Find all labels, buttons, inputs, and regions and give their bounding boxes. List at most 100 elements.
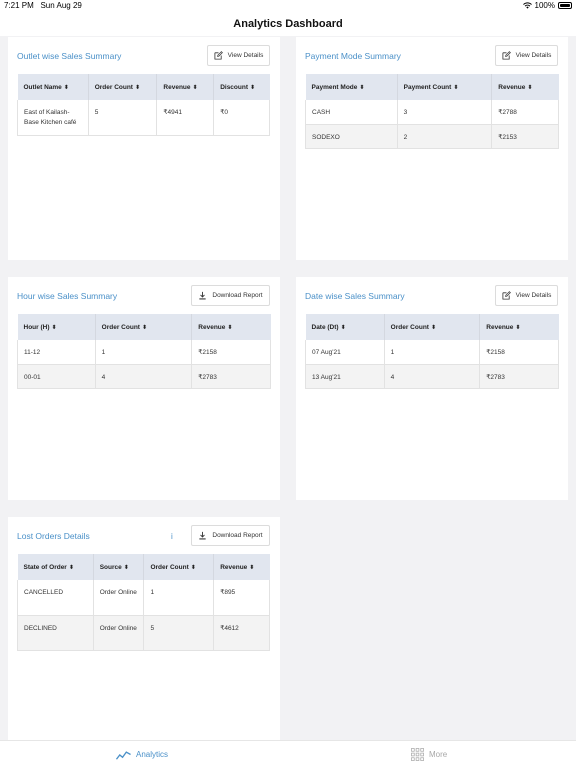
- column-header[interactable]: Payment Count ⬍: [396, 74, 492, 100]
- sort-icon: ⬍: [134, 84, 140, 91]
- outlet-summary-title: Outlet wise Sales Summary: [17, 51, 122, 61]
- cell-payment-count: 2: [396, 124, 492, 149]
- column-header[interactable]: Payment Mode ⬍: [305, 74, 398, 100]
- sort-icon: ⬍: [63, 84, 69, 91]
- download-icon: [199, 531, 207, 540]
- column-header[interactable]: Outlet Name ⬍: [17, 74, 89, 100]
- cell-order-count: 1: [143, 580, 214, 616]
- cell-source: Order Online: [92, 615, 144, 651]
- date-summary-table: Date (Dt) ⬍ Order Count ⬍ Revenue ⬍ 07 Aug'…: [305, 314, 559, 389]
- cell-date: 13 Aug'21: [305, 364, 385, 389]
- table-row: East of Kailash-Base Kitchen café 5 ₹494…: [17, 100, 270, 136]
- tab-label: Analytics: [136, 750, 169, 759]
- column-header[interactable]: Discount ⬍: [213, 74, 270, 100]
- info-icon[interactable]: i: [171, 532, 173, 541]
- table-row: CANCELLED Order Online 1 ₹895: [17, 580, 270, 616]
- cell-order-count: 1: [94, 340, 192, 365]
- column-header[interactable]: Order Count ⬍: [87, 74, 157, 100]
- edit-icon: [214, 51, 223, 60]
- download-icon: [199, 291, 207, 300]
- battery-icon: [558, 2, 572, 9]
- tab-label: More: [429, 750, 448, 759]
- table-row: DECLINED Order Online 5 ₹4612: [17, 615, 270, 651]
- sort-icon: ⬍: [340, 324, 346, 331]
- table-row: 07 Aug'21 1 ₹2158: [305, 340, 559, 365]
- lost-orders-title: Lost Orders Details: [17, 531, 90, 541]
- battery-percent: 100%: [534, 1, 555, 10]
- table-row: 00-01 4 ₹2783: [17, 364, 271, 389]
- column-header[interactable]: Source ⬍: [92, 554, 144, 580]
- edit-icon: [502, 51, 511, 60]
- outlet-summary-card: Outlet wise Sales Summary View Details O…: [8, 37, 280, 260]
- cell-state: DECLINED: [17, 615, 94, 651]
- cell-revenue: ₹2158: [191, 340, 271, 365]
- cell-payment-mode: SODEXO: [305, 124, 398, 149]
- tab-bar: Analytics More: [0, 740, 576, 768]
- sort-icon: ⬍: [51, 324, 57, 331]
- cell-payment-mode: CASH: [305, 100, 398, 125]
- cell-revenue: ₹2158: [479, 340, 559, 365]
- table-row: 11-12 1 ₹2158: [17, 340, 271, 365]
- payment-summary-title: Payment Mode Summary: [305, 51, 401, 61]
- sort-icon: ⬍: [359, 84, 365, 91]
- sort-icon: ⬍: [190, 564, 196, 571]
- status-date: Sun Aug 29: [40, 1, 82, 10]
- sort-icon: ⬍: [250, 84, 256, 91]
- cell-revenue: ₹2783: [191, 364, 271, 389]
- date-summary-title: Date wise Sales Summary: [305, 291, 405, 301]
- cell-order-count: 5: [87, 100, 157, 136]
- cell-order-count: 1: [383, 340, 480, 365]
- status-bar: 7:21 PM Sun Aug 29 100%: [0, 0, 576, 12]
- cell-order-count: 4: [94, 364, 192, 389]
- column-header[interactable]: Hour (H) ⬍: [17, 314, 96, 340]
- sort-icon: ⬍: [141, 324, 147, 331]
- column-header[interactable]: Revenue ⬍: [479, 314, 559, 340]
- column-header[interactable]: Order Count ⬍: [143, 554, 214, 580]
- date-summary-card: Date wise Sales Summary View Details Dat…: [296, 277, 568, 500]
- analytics-icon: [116, 751, 131, 760]
- column-header[interactable]: Order Count ⬍: [383, 314, 480, 340]
- cell-discount: ₹0: [213, 100, 270, 136]
- column-header[interactable]: Revenue ⬍: [491, 74, 559, 100]
- lost-orders-download-report-button[interactable]: Download Report: [191, 525, 270, 546]
- status-time: 7:21 PM Sun Aug 29: [4, 1, 82, 10]
- payment-view-details-button[interactable]: View Details: [495, 45, 558, 66]
- sort-icon: ⬍: [68, 564, 74, 571]
- tab-analytics[interactable]: Analytics: [116, 748, 168, 761]
- cell-revenue: ₹2783: [479, 364, 559, 389]
- sort-icon: ⬍: [430, 324, 436, 331]
- column-header[interactable]: Revenue ⬍: [191, 314, 271, 340]
- hour-summary-card: Hour wise Sales Summary Download Report …: [8, 277, 280, 500]
- column-header[interactable]: Revenue ⬍: [213, 554, 270, 580]
- cell-payment-count: 3: [396, 100, 492, 125]
- hour-download-report-button[interactable]: Download Report: [191, 285, 270, 306]
- table-row: CASH 3 ₹2788: [305, 100, 559, 125]
- cell-revenue: ₹2153: [491, 124, 559, 149]
- lost-orders-table: State of Order ⬍ Source ⬍ Order Count ⬍ Rev…: [17, 554, 270, 651]
- page-title: Analytics Dashboard: [0, 12, 576, 36]
- cell-order-count: 4: [383, 364, 480, 389]
- table-row: 13 Aug'21 4 ₹2783: [305, 364, 559, 389]
- sort-icon: ⬍: [515, 324, 521, 331]
- cell-order-count: 5: [143, 615, 214, 651]
- sort-icon: ⬍: [227, 324, 233, 331]
- cell-revenue: ₹4612: [213, 615, 270, 651]
- dashboard-content: Outlet wise Sales Summary View Details O…: [0, 36, 576, 740]
- outlet-summary-table: Outlet Name ⬍ Order Count ⬍ Revenue ⬍ Disco…: [17, 74, 270, 136]
- cell-source: Order Online: [92, 580, 144, 616]
- cell-revenue: ₹2788: [491, 100, 559, 125]
- cell-revenue: ₹895: [213, 580, 270, 616]
- outlet-view-details-button[interactable]: View Details: [207, 45, 270, 66]
- table-row: SODEXO 2 ₹2153: [305, 124, 559, 149]
- sort-icon: ⬍: [249, 564, 255, 571]
- column-header[interactable]: Date (Dt) ⬍: [305, 314, 385, 340]
- tab-more[interactable]: More: [411, 748, 447, 761]
- column-header[interactable]: Revenue ⬍: [156, 74, 214, 100]
- date-view-details-button[interactable]: View Details: [495, 285, 558, 306]
- cell-revenue: ₹4941: [156, 100, 214, 136]
- grid-icon: [411, 748, 424, 761]
- column-header[interactable]: State of Order ⬍: [17, 554, 94, 580]
- wifi-icon: [522, 2, 532, 9]
- sort-icon: ⬍: [123, 564, 129, 571]
- column-header[interactable]: Order Count ⬍: [94, 314, 192, 340]
